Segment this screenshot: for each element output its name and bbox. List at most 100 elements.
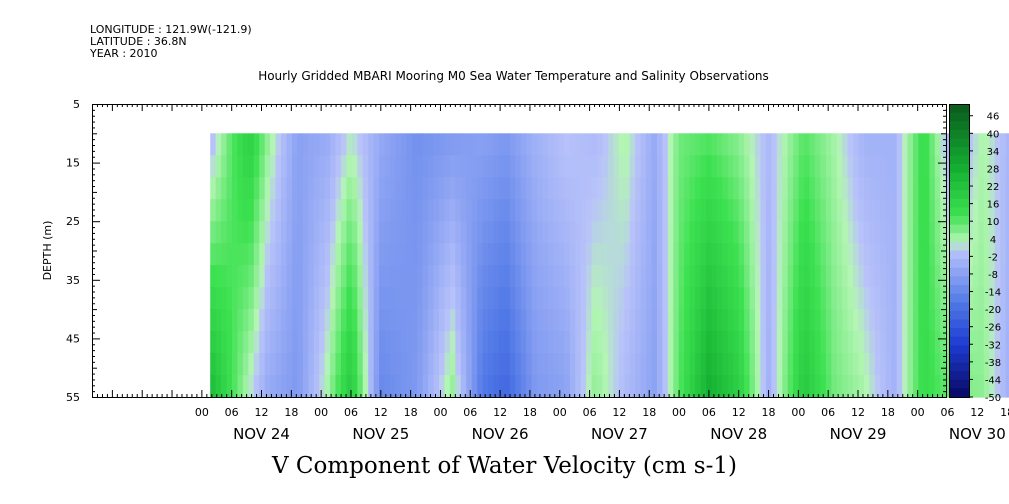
heatmap-cell <box>455 177 462 200</box>
heatmap-cell <box>406 309 413 332</box>
heatmap-cell <box>744 199 751 222</box>
heatmap-cell <box>373 287 380 310</box>
heatmap-cell <box>776 155 783 178</box>
heatmap-cell <box>787 353 794 376</box>
heatmap-cell <box>874 155 881 178</box>
heatmap-cell <box>395 199 402 222</box>
heatmap-cell <box>738 221 745 244</box>
heatmap-cell <box>874 353 881 376</box>
heatmap-cell <box>547 353 555 376</box>
heatmap-cell <box>319 331 326 354</box>
heatmap-cell <box>221 177 228 200</box>
heatmap-cell <box>335 287 342 310</box>
heatmap-cell <box>716 353 723 376</box>
heatmap-cell <box>651 243 658 266</box>
heatmap-cell <box>820 375 827 398</box>
heatmap-cell <box>542 331 549 354</box>
heatmap-cell <box>798 199 805 222</box>
heatmap-cell <box>537 221 544 244</box>
heatmap-cell <box>798 309 805 332</box>
heatmap-cell <box>836 133 843 156</box>
heatmap-cell <box>389 265 397 288</box>
heatmap-cell <box>667 177 674 200</box>
heatmap-cell <box>384 221 391 244</box>
colorbar-swatch <box>949 138 969 148</box>
heatmap-cell <box>667 133 674 156</box>
heatmap-cell <box>542 375 549 398</box>
heatmap-cell <box>253 155 260 178</box>
heatmap-cell <box>498 177 506 200</box>
heatmap-cell <box>945 331 952 354</box>
heatmap-cell <box>896 177 903 200</box>
heatmap-cell <box>547 309 555 332</box>
heatmap-cell <box>433 265 440 288</box>
heatmap-cell <box>705 265 713 288</box>
heatmap-cell <box>629 375 636 398</box>
heatmap-cell <box>945 375 952 398</box>
heatmap-cell <box>749 309 756 332</box>
heatmap-cell <box>972 265 979 288</box>
heatmap-cell <box>259 265 266 288</box>
heatmap-cell <box>477 375 484 398</box>
heatmap-cell <box>656 287 663 310</box>
heatmap-cell <box>428 177 435 200</box>
heatmap-cell <box>1000 133 1007 156</box>
heatmap-cell <box>842 133 849 156</box>
heatmap-cell <box>635 287 642 310</box>
heatmap-cell <box>564 133 571 156</box>
heatmap-cell <box>640 375 647 398</box>
heatmap-cell <box>929 265 936 288</box>
heatmap-cell <box>368 309 375 332</box>
heatmap-cell <box>967 177 974 200</box>
colorbar-label: -2 <box>988 252 998 263</box>
heatmap-cell <box>259 243 266 266</box>
y-tick-label: 5 <box>73 98 80 111</box>
heatmap-cell <box>1005 155 1009 178</box>
heatmap-cell <box>836 331 843 354</box>
heatmap-cell <box>498 221 506 244</box>
heatmap-cell <box>618 199 625 222</box>
heatmap-cell <box>351 375 358 398</box>
heatmap-cell <box>629 199 636 222</box>
heatmap-cell <box>1005 287 1009 310</box>
heatmap-cell <box>847 353 854 376</box>
heatmap-cell <box>972 353 979 376</box>
heatmap-cell <box>722 353 729 376</box>
heatmap-cell <box>744 243 751 266</box>
heatmap-cell <box>232 177 239 200</box>
heatmap-cell <box>945 309 952 332</box>
heatmap-cell <box>319 221 326 244</box>
y-tick-label: 15 <box>66 157 80 170</box>
heatmap-cell <box>847 331 854 354</box>
heatmap-cell <box>929 331 936 354</box>
heatmap-cell <box>286 177 293 200</box>
heatmap-cell <box>776 309 783 332</box>
heatmap-cell <box>804 375 811 398</box>
heatmap-cell <box>814 309 821 332</box>
heatmap-cell <box>362 243 369 266</box>
heatmap-cell <box>351 287 358 310</box>
x-tick-label: 06 <box>821 406 835 419</box>
heatmap-cell <box>869 177 876 200</box>
heatmap-cell <box>613 265 620 288</box>
heatmap-cell <box>308 309 315 332</box>
heatmap-cell <box>613 133 620 156</box>
x-tick-label: 00 <box>672 406 686 419</box>
heatmap-cell <box>482 243 489 266</box>
colorbar-swatch <box>949 388 969 398</box>
heatmap-cell <box>771 287 778 310</box>
heatmap-cell <box>760 331 767 354</box>
heatmap-cell <box>439 221 446 244</box>
heatmap-cell <box>771 177 778 200</box>
heatmap-cell <box>804 133 811 156</box>
heatmap-cell <box>368 243 375 266</box>
heatmap-cell <box>902 375 909 398</box>
heatmap-cell <box>782 133 789 156</box>
heatmap-cell <box>847 243 854 266</box>
heatmap-cell <box>428 265 435 288</box>
heatmap-cell <box>798 331 805 354</box>
heatmap-cell <box>346 287 353 310</box>
heatmap-cell <box>1000 155 1007 178</box>
heatmap-cell <box>270 177 277 200</box>
